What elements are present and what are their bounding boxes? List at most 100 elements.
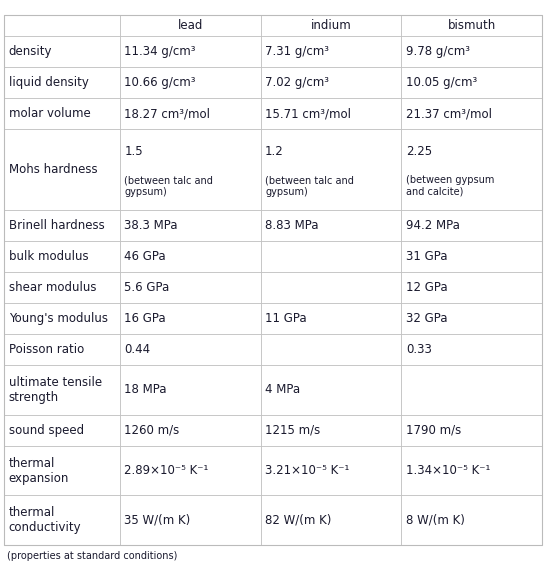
Text: molar volume: molar volume (9, 107, 91, 120)
Bar (260, 496, 401, 545)
Text: 38.3 MPa: 38.3 MPa (124, 219, 178, 232)
Text: 8 W/(m K): 8 W/(m K) (406, 514, 465, 527)
Bar (4, 334, 120, 365)
Bar (120, 365, 260, 415)
Bar (401, 272, 542, 303)
Text: 7.02 g/cm³: 7.02 g/cm³ (265, 76, 329, 89)
Bar (4, 241, 120, 272)
Bar (120, 36, 260, 67)
Text: Brinell hardness: Brinell hardness (9, 219, 104, 232)
Bar (120, 415, 260, 446)
Text: 9.78 g/cm³: 9.78 g/cm³ (406, 45, 470, 58)
Bar (120, 303, 260, 334)
Text: 18.27 cm³/mol: 18.27 cm³/mol (124, 107, 210, 120)
Bar (120, 334, 260, 365)
Text: 1.5: 1.5 (124, 145, 143, 157)
Text: Mohs hardness: Mohs hardness (9, 163, 97, 176)
Bar (260, 210, 401, 241)
Text: 32 GPa: 32 GPa (406, 312, 447, 325)
Bar (401, 15, 542, 36)
Text: 94.2 MPa: 94.2 MPa (406, 219, 460, 232)
Bar (401, 303, 542, 334)
Bar (120, 210, 260, 241)
Text: indium: indium (311, 19, 352, 32)
Text: 35 W/(m K): 35 W/(m K) (124, 514, 191, 527)
Bar (4, 415, 120, 446)
Bar (401, 496, 542, 545)
Text: 31 GPa: 31 GPa (406, 250, 447, 263)
Bar (260, 303, 401, 334)
Text: 0.33: 0.33 (406, 343, 432, 356)
Text: bulk modulus: bulk modulus (9, 250, 88, 263)
Text: 3.21×10⁻⁵ K⁻¹: 3.21×10⁻⁵ K⁻¹ (265, 464, 349, 477)
Text: 0.44: 0.44 (124, 343, 150, 356)
Bar (401, 241, 542, 272)
Text: 4 MPa: 4 MPa (265, 384, 300, 396)
Text: thermal
expansion: thermal expansion (9, 456, 69, 484)
Bar (401, 365, 542, 415)
Bar (401, 129, 542, 210)
Bar (260, 129, 401, 210)
Bar (260, 99, 401, 129)
Text: 7.31 g/cm³: 7.31 g/cm³ (265, 45, 329, 58)
Bar (4, 67, 120, 99)
Bar (260, 365, 401, 415)
Bar (260, 67, 401, 99)
Bar (260, 334, 401, 365)
Bar (401, 446, 542, 496)
Bar (120, 129, 260, 210)
Text: 11 GPa: 11 GPa (265, 312, 307, 325)
Bar (4, 36, 120, 67)
Bar (4, 99, 120, 129)
Text: 5.6 GPa: 5.6 GPa (124, 281, 169, 294)
Bar (401, 36, 542, 67)
Text: 1215 m/s: 1215 m/s (265, 424, 321, 437)
Text: shear modulus: shear modulus (9, 281, 96, 294)
Bar (120, 241, 260, 272)
Bar (260, 446, 401, 496)
Bar (4, 129, 120, 210)
Bar (120, 67, 260, 99)
Text: 1790 m/s: 1790 m/s (406, 424, 461, 437)
Text: 1.34×10⁻⁵ K⁻¹: 1.34×10⁻⁵ K⁻¹ (406, 464, 490, 477)
Text: 18 MPa: 18 MPa (124, 384, 167, 396)
Bar (120, 15, 260, 36)
Text: sound speed: sound speed (9, 424, 84, 437)
Text: 1260 m/s: 1260 m/s (124, 424, 180, 437)
Text: 10.66 g/cm³: 10.66 g/cm³ (124, 76, 196, 89)
Bar (401, 210, 542, 241)
Bar (401, 334, 542, 365)
Text: thermal
conductivity: thermal conductivity (9, 506, 81, 534)
Bar (4, 365, 120, 415)
Text: Young's modulus: Young's modulus (9, 312, 108, 325)
Bar (4, 446, 120, 496)
Text: 12 GPa: 12 GPa (406, 281, 447, 294)
Bar (120, 99, 260, 129)
Bar (260, 36, 401, 67)
Text: liquid density: liquid density (9, 76, 88, 89)
Text: 11.34 g/cm³: 11.34 g/cm³ (124, 45, 196, 58)
Text: (between gypsum
and calcite): (between gypsum and calcite) (406, 175, 494, 196)
Text: 16 GPa: 16 GPa (124, 312, 166, 325)
Bar (4, 210, 120, 241)
Text: density: density (9, 45, 52, 58)
Text: 10.05 g/cm³: 10.05 g/cm³ (406, 76, 477, 89)
Bar (4, 15, 120, 36)
Bar (120, 496, 260, 545)
Bar (4, 496, 120, 545)
Bar (260, 415, 401, 446)
Bar (260, 15, 401, 36)
Bar (120, 446, 260, 496)
Bar (401, 415, 542, 446)
Text: 8.83 MPa: 8.83 MPa (265, 219, 318, 232)
Text: lead: lead (177, 19, 203, 32)
Text: (between talc and
gypsum): (between talc and gypsum) (265, 175, 354, 196)
Bar (4, 303, 120, 334)
Text: (properties at standard conditions): (properties at standard conditions) (7, 551, 177, 561)
Text: (between talc and
gypsum): (between talc and gypsum) (124, 175, 213, 196)
Text: bismuth: bismuth (448, 19, 496, 32)
Text: 1.2: 1.2 (265, 145, 284, 157)
Text: ultimate tensile
strength: ultimate tensile strength (9, 376, 102, 404)
Text: 82 W/(m K): 82 W/(m K) (265, 514, 331, 527)
Text: 21.37 cm³/mol: 21.37 cm³/mol (406, 107, 492, 120)
